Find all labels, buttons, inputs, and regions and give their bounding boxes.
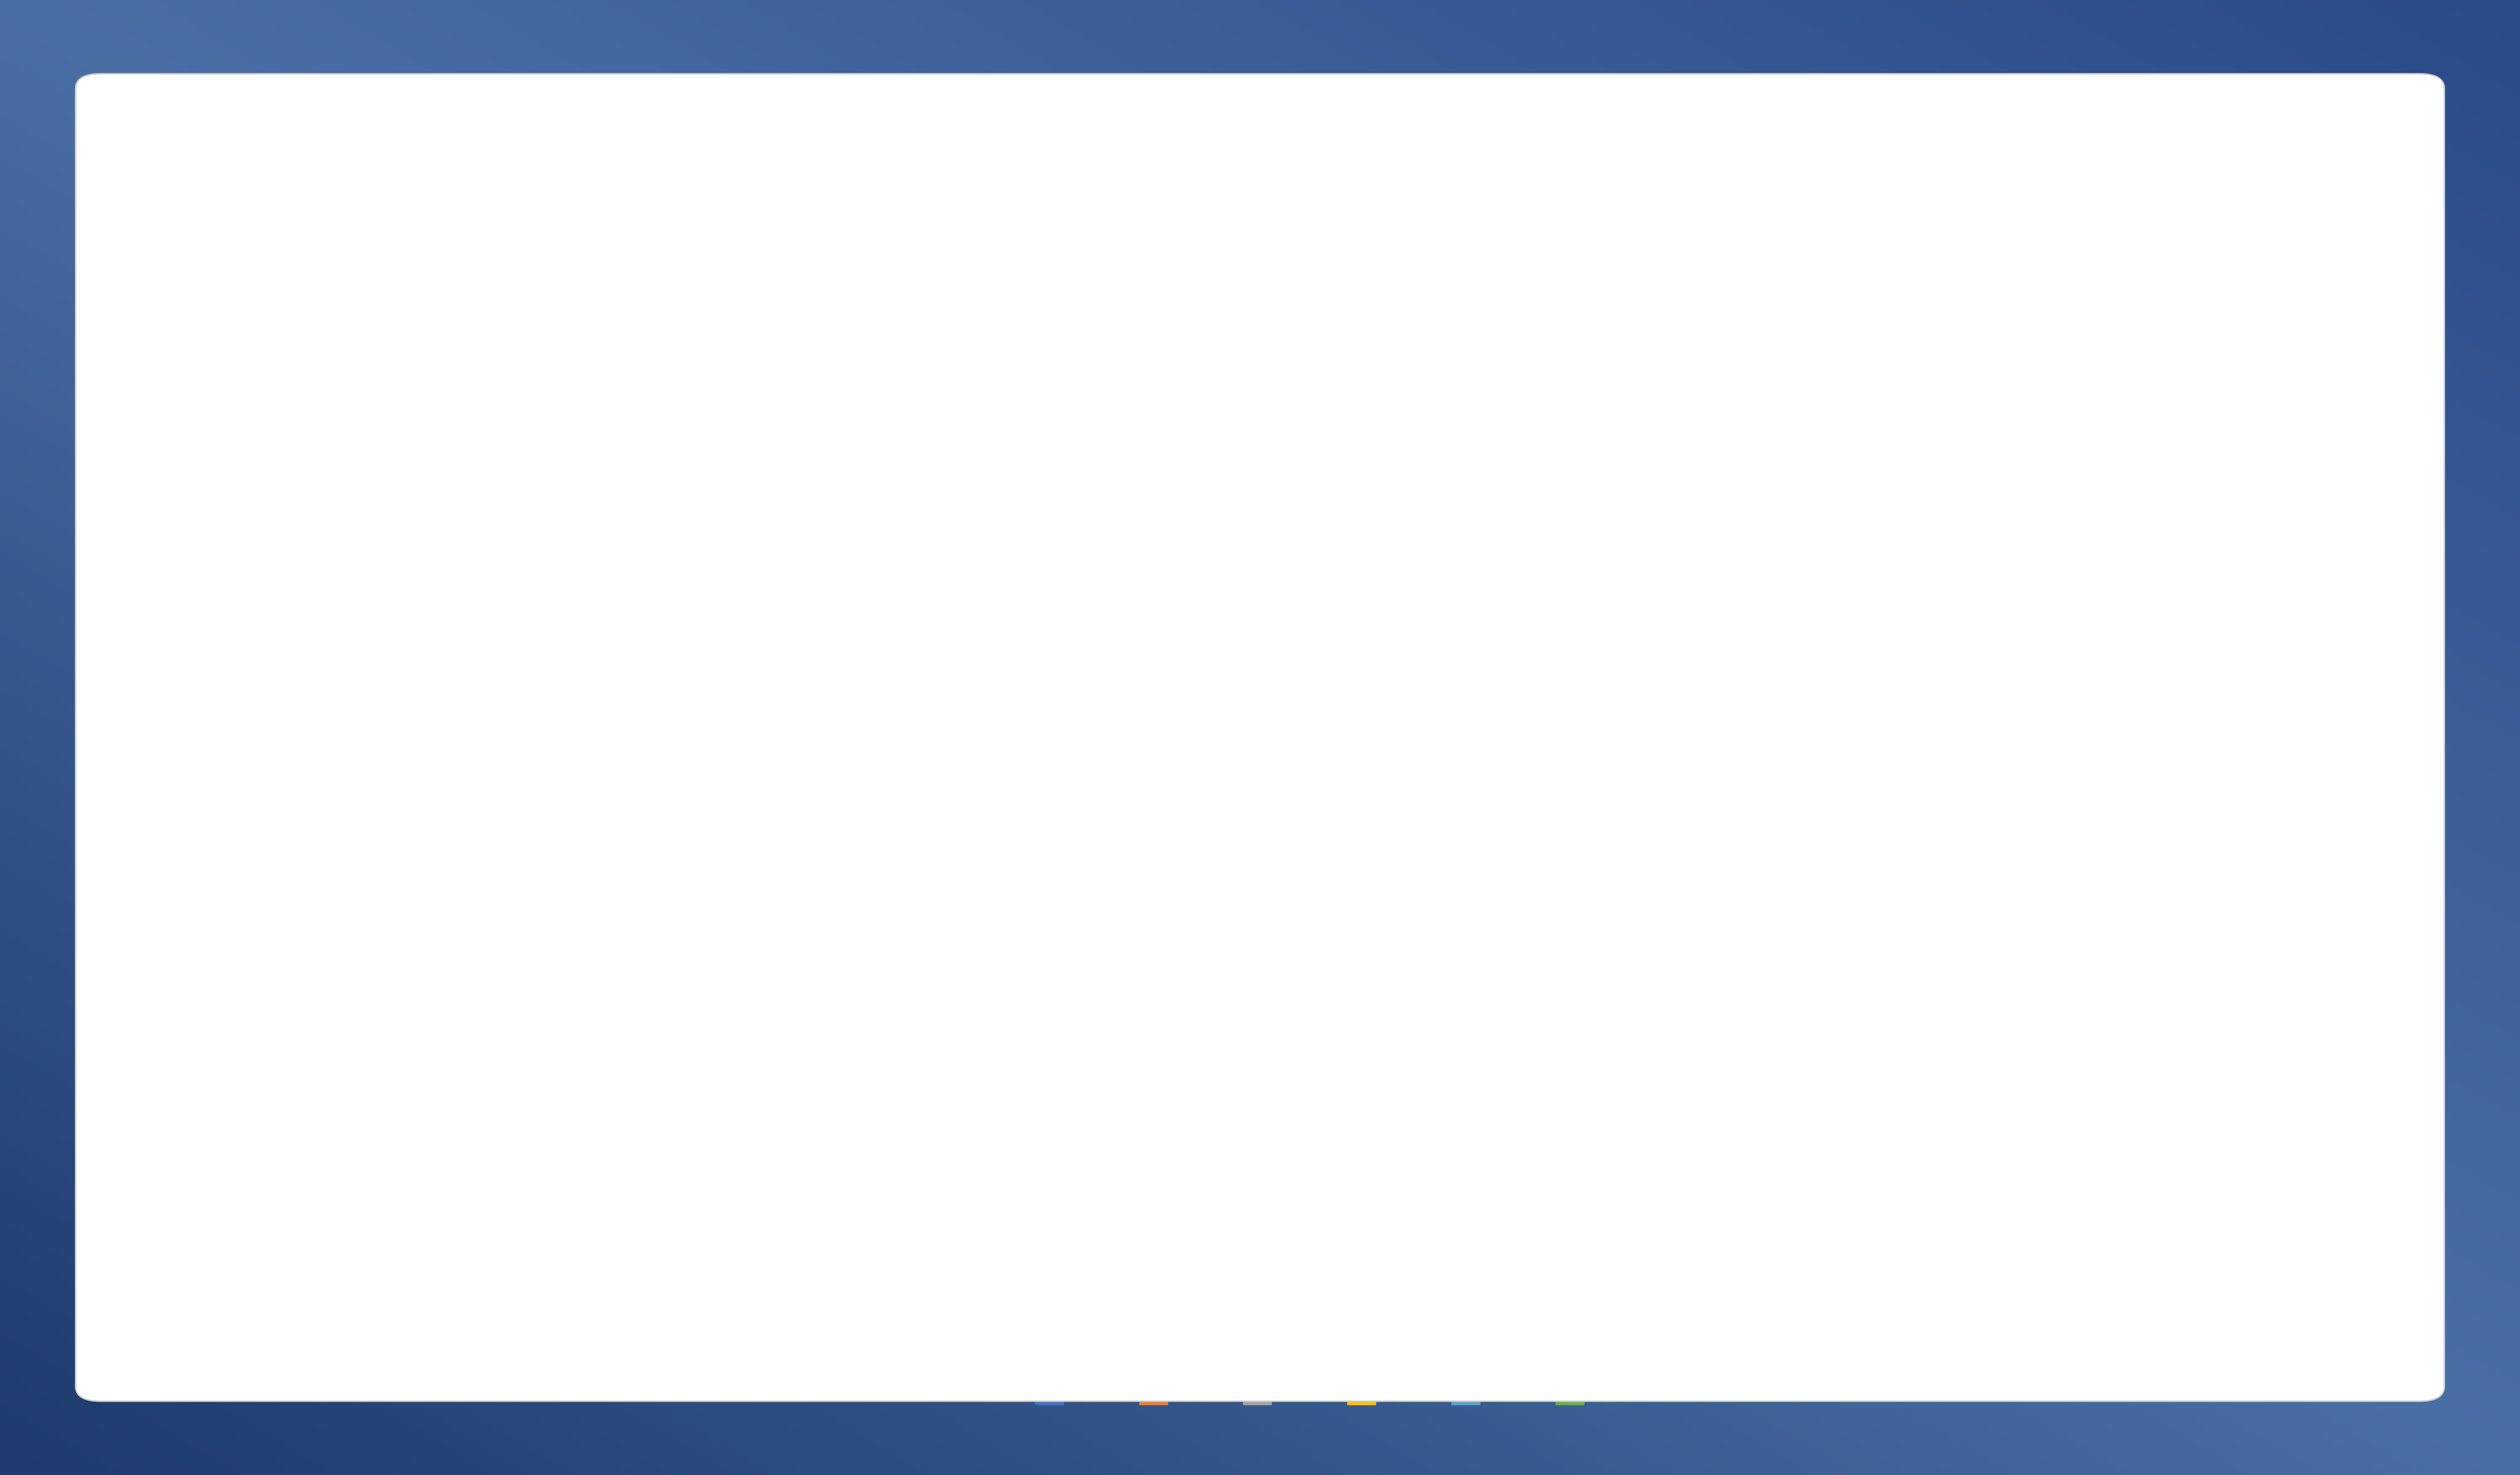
- Bar: [804, 479, 1000, 673]
- Bar: [2104, 1153, 2301, 1283]
- Text: 31%: 31%: [451, 711, 486, 726]
- Text: 6%: 6%: [2190, 1049, 2215, 1065]
- Bar: [2104, 636, 2301, 960]
- Text: 15%: 15%: [1751, 668, 1787, 683]
- Text: 6%: 6%: [1756, 1201, 1782, 1217]
- Bar: [1237, 361, 1434, 652]
- Text: 9%: 9%: [1756, 966, 1782, 981]
- Text: 23%: 23%: [451, 1016, 486, 1031]
- Text: 48%: 48%: [885, 341, 920, 355]
- Text: 2%: 2%: [1756, 233, 1782, 248]
- Text: 2%: 2%: [1756, 1102, 1782, 1117]
- Bar: [804, 969, 1000, 1146]
- Text: 2%: 2%: [1323, 233, 1348, 248]
- Bar: [1671, 266, 1867, 488]
- Text: 25%: 25%: [451, 285, 486, 299]
- Bar: [370, 624, 567, 814]
- Text: 1%: 1%: [2190, 612, 2215, 627]
- Text: 42%: 42%: [451, 488, 486, 503]
- Text: 10%: 10%: [2185, 791, 2220, 805]
- Bar: [2104, 603, 2301, 636]
- Text: 9%: 9%: [1756, 370, 1782, 385]
- Bar: [2104, 960, 2301, 1153]
- Bar: [1671, 215, 1867, 265]
- Text: 26%: 26%: [885, 891, 920, 906]
- Bar: [804, 1146, 1000, 1283]
- Bar: [2104, 215, 2301, 571]
- Bar: [2104, 571, 2301, 603]
- Bar: [1671, 488, 1867, 861]
- Bar: [370, 954, 567, 1094]
- Bar: [1671, 861, 1867, 1084]
- Text: 11%: 11%: [2185, 386, 2220, 401]
- Text: 12%: 12%: [1318, 1130, 1353, 1145]
- Bar: [1237, 215, 1434, 264]
- Text: 31%: 31%: [451, 1181, 486, 1196]
- Text: 4%: 4%: [1323, 305, 1348, 320]
- Text: 25%: 25%: [885, 1207, 920, 1221]
- Bar: [370, 369, 567, 624]
- Text: 32%: 32%: [885, 1050, 920, 1065]
- Bar: [804, 215, 1000, 479]
- Text: 4%: 4%: [2190, 1211, 2215, 1226]
- Bar: [804, 826, 1000, 969]
- Text: 35%: 35%: [885, 569, 920, 584]
- Bar: [804, 673, 1000, 826]
- Bar: [370, 814, 567, 954]
- Bar: [370, 215, 567, 369]
- Text: 23%: 23%: [451, 876, 486, 891]
- Bar: [370, 1094, 567, 1283]
- Text: 1%: 1%: [2190, 580, 2215, 594]
- Bar: [1671, 1084, 1867, 1134]
- Legend: 2015, 2016, 2017, 2018, 2019, 2020: 2015, 2016, 2017, 2018, 2019, 2020: [1028, 1381, 1643, 1413]
- Bar: [1237, 264, 1434, 361]
- Bar: [1671, 1134, 1867, 1283]
- Text: 28%: 28%: [885, 742, 920, 757]
- Bar: [1237, 993, 1434, 1283]
- Text: 12%: 12%: [1318, 500, 1353, 515]
- Bar: [1237, 652, 1434, 993]
- Text: 14%: 14%: [1318, 814, 1353, 829]
